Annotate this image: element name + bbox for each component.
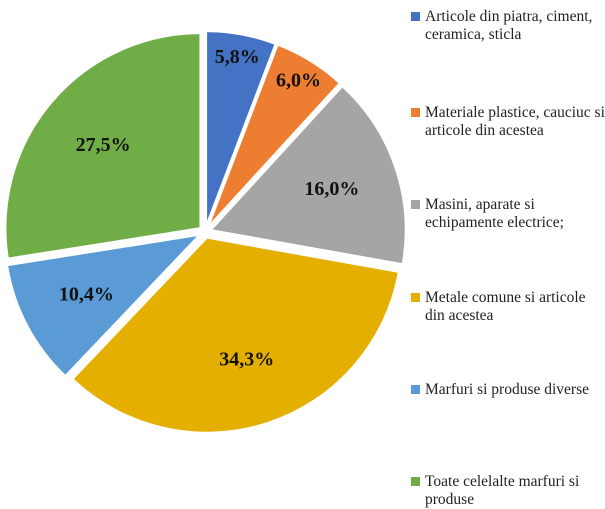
slice-masini — [208, 84, 407, 266]
slice-piatra — [205, 30, 277, 227]
legend-swatch — [411, 293, 420, 302]
legend-item-masini: Masini, aparate si echipamente electrice… — [411, 196, 605, 232]
slice-value-label: 27,5% — [76, 134, 131, 156]
legend-label: Masini, aparate si echipamente electrice… — [425, 196, 564, 231]
legend-swatch — [411, 477, 420, 486]
pie-value-labels: 5,8% 6,0% 16,0% 34,3% 10,4% 27,5% — [59, 46, 360, 370]
slice-value-label: 10,4% — [59, 283, 114, 305]
legend-label: Materiale plastice, cauciuc si articole … — [425, 104, 605, 139]
slice-celelalte — [4, 32, 202, 260]
slice-value-label: 6,0% — [276, 70, 321, 92]
legend-item-celelalte: Toate celelalte marfuri si produse — [411, 473, 605, 509]
pie-slices — [4, 30, 407, 434]
legend-label: Articole din piatra, ciment, ceramica, s… — [425, 8, 593, 43]
legend-swatch — [411, 385, 420, 394]
slice-metale — [71, 236, 401, 434]
legend-label: Metale comune si articole din acestea — [425, 289, 586, 324]
legend-item-metale: Metale comune si articole din acestea — [411, 289, 605, 325]
legend-item-piatra: Articole din piatra, ciment, ceramica, s… — [411, 8, 605, 44]
slice-plastice — [207, 43, 342, 228]
slice-value-label: 34,3% — [219, 348, 274, 370]
legend-label: Toate celelalte marfuri si produse — [425, 473, 580, 508]
legend-label: Marfuri si produse diverse — [425, 381, 589, 398]
legend-item-diverse: Marfuri si produse diverse — [411, 381, 605, 399]
slice-value-label: 16,0% — [304, 178, 359, 200]
legend-swatch — [411, 200, 420, 209]
legend-swatch — [411, 108, 420, 117]
slice-diverse — [5, 233, 203, 378]
slice-value-label: 5,8% — [215, 46, 260, 68]
pie-chart: 5,8% 6,0% 16,0% 34,3% 10,4% 27,5% — [4, 30, 407, 434]
legend-item-plastice: Materiale plastice, cauciuc si articole … — [411, 104, 605, 140]
legend-swatch — [411, 12, 420, 21]
